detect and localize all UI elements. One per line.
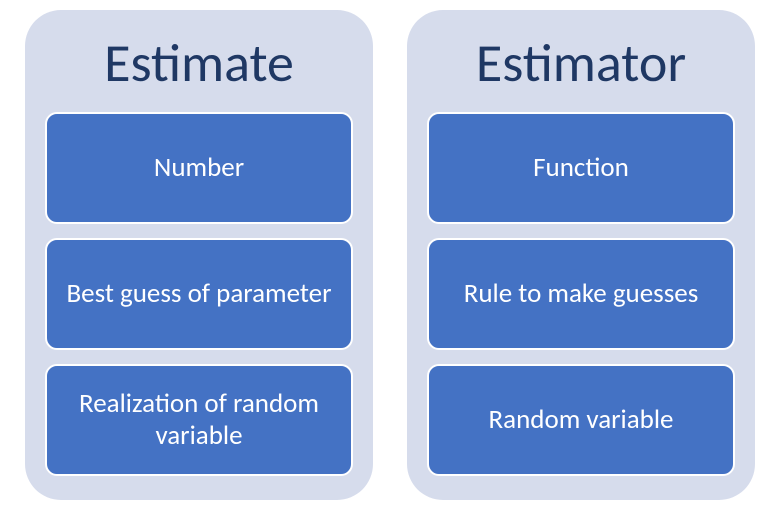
estimate-item: Best guess of parameter [45,238,353,350]
estimate-item: Number [45,112,353,224]
estimator-panel: Estimator Function Rule to make guesses … [407,10,755,500]
estimate-item-list: Number Best guess of parameter Realizati… [45,112,353,476]
estimate-item-label: Realization of random variable [63,388,335,453]
estimate-title: Estimate [45,30,353,96]
estimator-item-list: Function Rule to make guesses Random var… [427,112,735,476]
estimate-item-label: Number [154,152,244,184]
estimate-item-label: Best guess of parameter [66,278,331,310]
estimate-panel: Estimate Number Best guess of parameter … [25,10,373,500]
estimator-item: Function [427,112,735,224]
estimator-item: Random variable [427,364,735,476]
estimator-title: Estimator [427,30,735,96]
estimator-item-label: Random variable [489,404,674,436]
estimator-item: Rule to make guesses [427,238,735,350]
estimator-item-label: Function [533,152,629,184]
estimator-item-label: Rule to make guesses [464,278,699,310]
estimate-item: Realization of random variable [45,364,353,476]
